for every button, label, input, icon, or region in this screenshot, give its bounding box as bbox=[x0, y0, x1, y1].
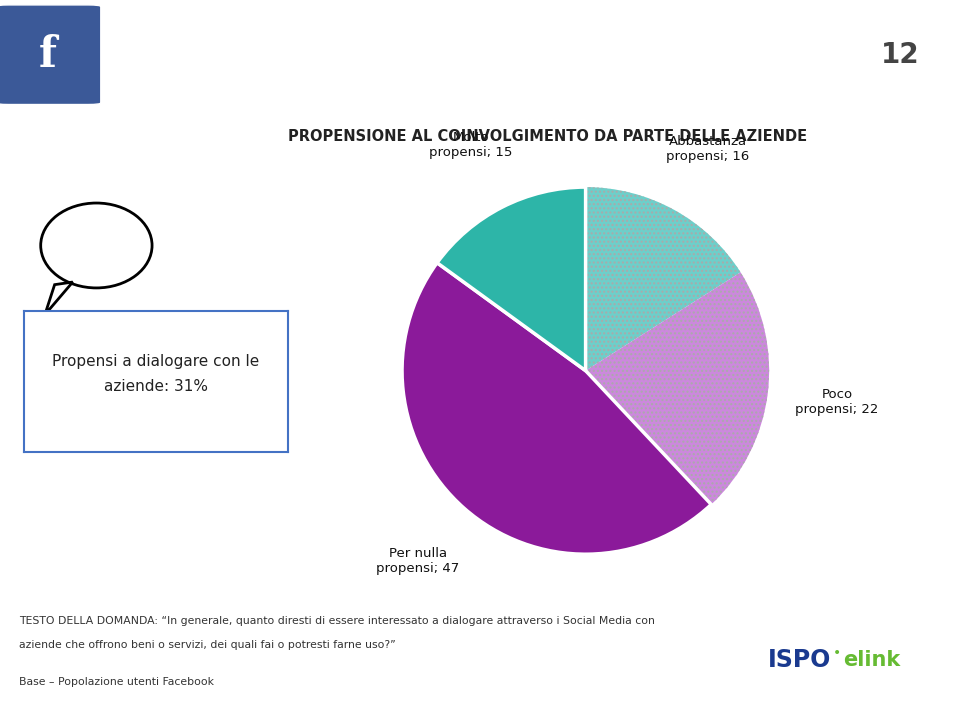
Wedge shape bbox=[586, 187, 740, 371]
Text: Propensi a dialogare con le
aziende: 31%: Propensi a dialogare con le aziende: 31% bbox=[53, 354, 259, 394]
Polygon shape bbox=[45, 282, 73, 315]
Text: dialogare con le aziende sui Social Media: dialogare con le aziende sui Social Medi… bbox=[105, 71, 541, 90]
Text: Base – Popolazione utenti Facebook: Base – Popolazione utenti Facebook bbox=[19, 677, 214, 687]
Wedge shape bbox=[586, 273, 769, 505]
Text: Abbastanza
propensi; 16: Abbastanza propensi; 16 bbox=[666, 135, 749, 162]
FancyBboxPatch shape bbox=[0, 5, 101, 104]
Text: Poco
propensi; 22: Poco propensi; 22 bbox=[795, 388, 878, 417]
Text: Molto
propensi; 15: Molto propensi; 15 bbox=[429, 131, 513, 159]
Text: elink: elink bbox=[843, 650, 900, 670]
Text: PROPENSIONE AL COINVOLGIMENTO DA PARTE DELLE AZIENDE: PROPENSIONE AL COINVOLGIMENTO DA PARTE D… bbox=[288, 129, 807, 144]
Text: ISPO: ISPO bbox=[768, 648, 831, 672]
Text: 12: 12 bbox=[880, 41, 920, 68]
Text: •: • bbox=[833, 647, 842, 661]
Text: Per nulla
propensi; 47: Per nulla propensi; 47 bbox=[376, 546, 460, 575]
Wedge shape bbox=[437, 187, 586, 371]
Text: Il 31% degli utenti Facebook, inoltre, è interessato a: Il 31% degli utenti Facebook, inoltre, è… bbox=[105, 26, 661, 46]
Text: f: f bbox=[39, 34, 57, 76]
Text: aziende che offrono beni o servizi, dei quali fai o potresti farne uso?”: aziende che offrono beni o servizi, dei … bbox=[19, 640, 396, 650]
Wedge shape bbox=[402, 263, 711, 554]
Text: TESTO DELLA DOMANDA: “In generale, quanto diresti di essere interessato a dialog: TESTO DELLA DOMANDA: “In generale, quant… bbox=[19, 616, 655, 626]
Ellipse shape bbox=[40, 203, 152, 288]
